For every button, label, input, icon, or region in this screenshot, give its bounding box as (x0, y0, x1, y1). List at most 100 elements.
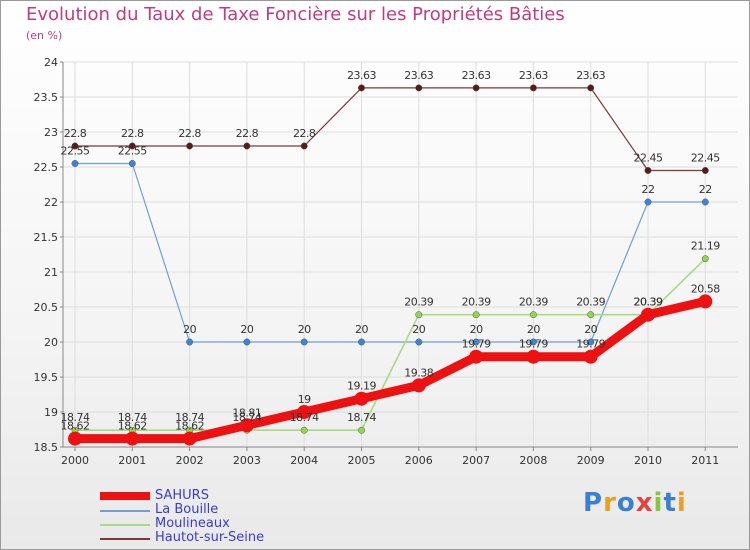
data-point (300, 426, 308, 434)
data-label: 20 (527, 323, 540, 336)
data-label: 20 (298, 323, 311, 336)
data-label: 19.79 (462, 338, 491, 351)
data-point (71, 160, 79, 167)
data-label: 22.8 (64, 127, 87, 140)
y-tick-label: 19 (44, 406, 58, 419)
data-label: 18.62 (175, 420, 204, 433)
data-label: 21.19 (691, 240, 720, 253)
logo-letter: x (635, 488, 654, 518)
x-tick-label: 2003 (233, 454, 261, 467)
data-point (526, 349, 541, 364)
data-point (68, 431, 82, 446)
data-point (641, 307, 655, 322)
data-point (701, 167, 709, 174)
data-point (415, 338, 423, 346)
series-line-sahurs (75, 297, 707, 444)
y-tick-label: 22 (44, 196, 58, 209)
legend-swatch (100, 524, 150, 526)
logo-letter: r (603, 488, 617, 518)
legend-label: La Bouille (155, 502, 219, 517)
series-line-moulineaux (75, 258, 706, 432)
logo-letter: P (583, 488, 604, 518)
data-point (186, 142, 194, 150)
data-point (182, 431, 197, 446)
data-label: 20 (412, 323, 425, 336)
data-label: 23.63 (347, 69, 376, 82)
data-point (472, 84, 480, 92)
data-point (469, 349, 484, 364)
x-tick-label: 2010 (634, 454, 662, 467)
data-label: 20.39 (404, 296, 433, 309)
data-label: 20.39 (519, 296, 548, 309)
data-point (358, 338, 365, 346)
logo-letter: i (676, 488, 687, 518)
data-point (472, 338, 480, 346)
data-point (701, 255, 709, 263)
data-label: 19.38 (404, 366, 433, 379)
data-point (300, 338, 308, 346)
logo-letter: i (653, 488, 664, 518)
x-tick-label: 2007 (462, 454, 490, 467)
data-label: 22.8 (236, 127, 259, 140)
y-tick-label: 23.5 (34, 91, 59, 104)
data-label: 23.63 (576, 69, 605, 82)
y-tick-label: 18.5 (34, 441, 59, 454)
data-label: 23.63 (404, 69, 433, 82)
legend-label: Hautot-sur-Seine (155, 530, 265, 545)
data-point (587, 338, 595, 346)
data-label: 20.39 (576, 296, 605, 309)
data-point (587, 311, 595, 319)
x-tick-label: 2011 (691, 454, 719, 467)
data-label: 22.55 (118, 145, 147, 158)
data-point (71, 142, 79, 150)
data-label: 18.74 (175, 411, 204, 424)
data-point (415, 311, 423, 319)
x-tick-label: 2006 (405, 454, 433, 467)
y-tick-label: 20 (44, 336, 58, 349)
data-label: 20 (470, 323, 483, 336)
data-point (411, 378, 426, 393)
data-label: 22 (642, 183, 655, 196)
data-point (529, 338, 537, 346)
x-tick-label: 2001 (118, 454, 146, 467)
data-label: 18.62 (61, 420, 90, 433)
data-label: 18.74 (232, 411, 261, 424)
data-label: 20 (355, 323, 368, 336)
data-point (239, 418, 254, 433)
x-tick-label: 2002 (176, 454, 204, 467)
data-label: 18.62 (118, 420, 147, 433)
data-label: 22.8 (293, 127, 316, 140)
data-label: 22.45 (691, 152, 720, 165)
data-label: 20.39 (634, 296, 663, 309)
data-label: 20.39 (462, 296, 491, 309)
data-point (472, 311, 480, 319)
y-tick-label: 20.5 (34, 301, 59, 314)
data-label: 20.39 (634, 296, 663, 309)
data-point (583, 349, 598, 364)
x-tick-label: 2009 (577, 454, 605, 467)
data-label: 18.81 (232, 406, 261, 419)
data-label: 19.19 (347, 380, 376, 393)
data-label: 20 (240, 323, 253, 336)
data-label: 23.63 (519, 69, 548, 82)
data-label: 19.79 (576, 338, 605, 351)
data-point (125, 431, 140, 446)
data-point (243, 338, 251, 346)
y-tick-label: 23 (44, 126, 58, 139)
data-point (358, 426, 365, 434)
series-line-hautot-sur-seine (75, 87, 706, 172)
data-point (644, 198, 652, 206)
data-point (186, 338, 194, 346)
x-tick-label: 2008 (519, 454, 547, 467)
data-point (644, 167, 652, 174)
data-point (698, 294, 713, 309)
data-label: 22.8 (178, 127, 201, 140)
data-label: 19 (298, 393, 311, 406)
data-label: 22 (699, 183, 712, 196)
legend-swatch (100, 492, 150, 500)
data-label: 18.74 (347, 411, 376, 424)
legend-label: Moulineaux (155, 516, 230, 531)
data-point (128, 142, 136, 150)
